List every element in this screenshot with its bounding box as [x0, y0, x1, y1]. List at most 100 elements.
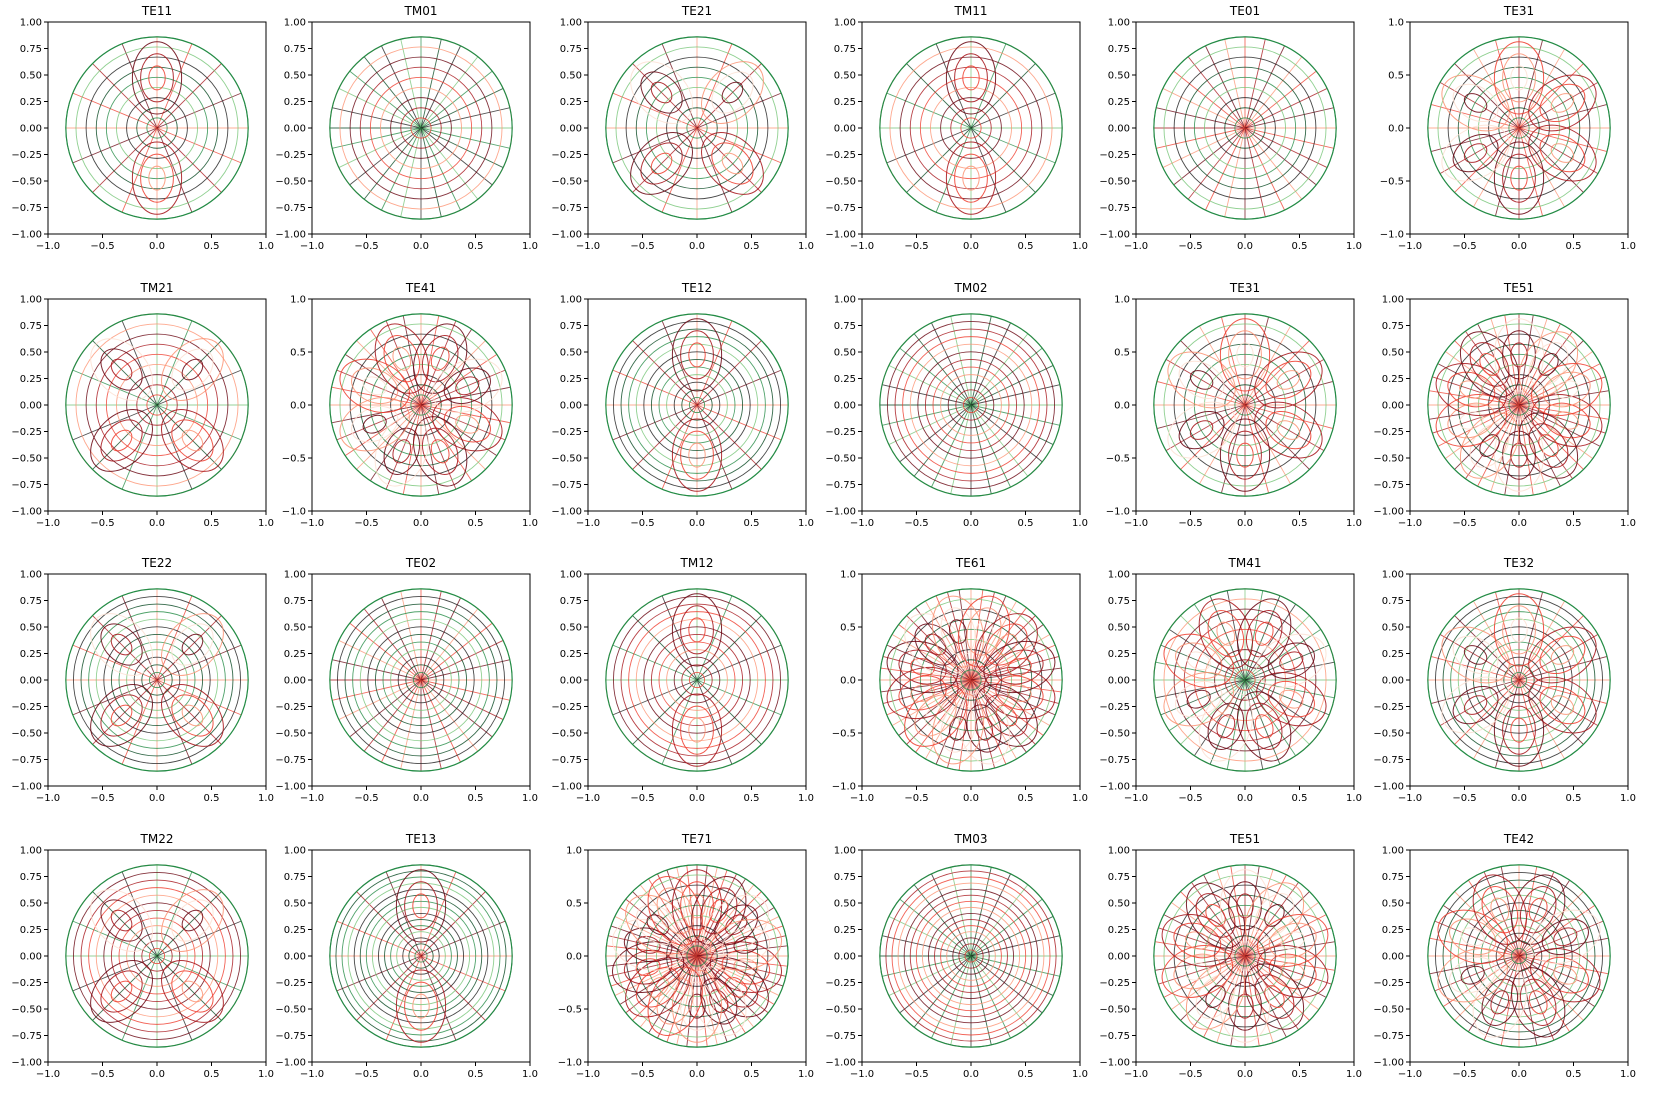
ring-line: [400, 384, 442, 426]
lobe-line: [1216, 621, 1236, 646]
y-tick-label: 1.00: [834, 18, 856, 29]
ring-line: [964, 949, 978, 963]
subplot-title: TE71: [681, 832, 713, 846]
ring-line: [894, 328, 1048, 482]
y-tick-label: −1.00: [1373, 507, 1404, 518]
ring-line: [635, 618, 759, 742]
lobe-line: [688, 893, 706, 919]
x-tick-label: −1.0: [1398, 793, 1422, 804]
subplot-canvas: −1.0 −0.5 0.0 0.5 1.0 1.00 0.75 0.50 0.25 0.00 −0.…: [11, 18, 274, 253]
ring-line: [1480, 917, 1558, 995]
lobe-line: [1449, 956, 1497, 994]
y-tick-label: −0.75: [1099, 755, 1130, 766]
lobe-line: [443, 367, 491, 405]
lobe-line: [1279, 689, 1304, 709]
subplot-title: TE11: [141, 4, 173, 18]
radial-line: [336, 920, 422, 957]
lobe-line: [650, 81, 673, 104]
y-tick-label: 0.00: [1108, 676, 1130, 687]
y-tick-label: −1.00: [1373, 782, 1404, 793]
y-tick-label: −0.75: [275, 1031, 306, 1042]
radial-line: [336, 404, 422, 441]
field-lines: [65, 588, 249, 772]
lobe-line: [1528, 124, 1597, 182]
lobe-line: [161, 409, 224, 472]
ring-line: [400, 107, 442, 149]
x-tick-label: 0.5: [1566, 241, 1582, 252]
x-tick-label: −0.5: [904, 793, 928, 804]
y-tick-label: 1.0: [290, 295, 306, 306]
subplot-canvas: −1.0 −0.5 0.0 0.5 1.0 1.00 0.75 0.50 0.25 0.00 −0.…: [11, 846, 274, 1081]
ring-line: [635, 343, 759, 467]
x-tick-label: 0.0: [963, 518, 979, 529]
lobe-line: [688, 342, 706, 368]
radial-line: [935, 43, 972, 129]
ring-line: [141, 940, 173, 972]
radial-line: [1244, 679, 1330, 716]
radial-line: [156, 92, 242, 129]
ring-line: [1224, 935, 1266, 977]
subplot-canvas: −1.0 −0.5 0.0 0.5 1.0 1.0 0.5 0.0 −0.5 −1.0: [558, 846, 814, 1081]
lobe-line: [171, 694, 214, 737]
lobe-line: [1167, 351, 1236, 409]
x-tick-label: 1.0: [798, 518, 814, 529]
lobe-line: [995, 704, 1018, 727]
radial-line: [1518, 48, 1565, 129]
ring-line: [126, 925, 188, 987]
radial-line: [420, 955, 486, 1021]
y-tick-label: 0.50: [834, 348, 856, 359]
ring-line: [103, 626, 211, 734]
lobe-line: [1538, 434, 1559, 457]
lobe-line: [374, 416, 429, 487]
radial-line: [356, 340, 422, 406]
ring-line: [103, 902, 211, 1010]
lobe-line: [1510, 442, 1528, 468]
y-tick-label: −0.25: [1373, 427, 1404, 438]
radial-line: [696, 955, 737, 1039]
radial-line: [696, 127, 782, 164]
lobe-line: [1185, 931, 1210, 950]
lobe-line: [181, 909, 204, 932]
ring-line: [1510, 947, 1528, 965]
radial-line: [1165, 359, 1246, 406]
lobe-line: [443, 405, 491, 443]
ring-line: [656, 87, 738, 169]
y-tick-label: −0.5: [832, 729, 856, 740]
radial-line: [661, 127, 698, 213]
lobe-line: [709, 989, 729, 1014]
ring-line: [1465, 626, 1573, 734]
lobe-line: [962, 165, 980, 191]
lobe-line: [1178, 360, 1225, 400]
radial-line: [156, 369, 242, 406]
lobe-line: [1256, 672, 1327, 727]
ring-line: [643, 626, 751, 734]
lobe-line: [430, 439, 450, 464]
radial-line: [970, 655, 1060, 681]
radial-line: [1244, 404, 1291, 485]
lobe-line: [688, 442, 706, 468]
y-tick-label: −0.50: [825, 177, 856, 188]
field-lines: [1427, 313, 1611, 497]
x-tick-label: −1.0: [36, 241, 60, 252]
y-tick-label: 0.25: [20, 374, 42, 385]
ring-line: [1214, 97, 1276, 159]
y-tick-label: −0.25: [275, 702, 306, 713]
lobe-line: [1257, 914, 1329, 967]
ring-line: [628, 336, 766, 474]
radial-line: [696, 873, 737, 957]
ring-line: [947, 381, 995, 429]
lobe-line: [395, 869, 447, 943]
ring-line: [126, 649, 188, 711]
ring-line: [126, 97, 188, 159]
ring-line: [402, 937, 440, 975]
lobe-line: [1459, 331, 1520, 398]
lobe-line: [1511, 967, 1566, 1038]
x-tick-label: 0.5: [204, 793, 220, 804]
ring-line: [902, 336, 1040, 474]
radial-line: [1244, 679, 1322, 732]
x-tick-label: 1.0: [1620, 1069, 1636, 1080]
ring-line: [1457, 343, 1581, 467]
lobe-line: [339, 397, 410, 452]
lobe-line: [700, 977, 738, 1025]
y-tick-label: −0.75: [551, 203, 582, 214]
